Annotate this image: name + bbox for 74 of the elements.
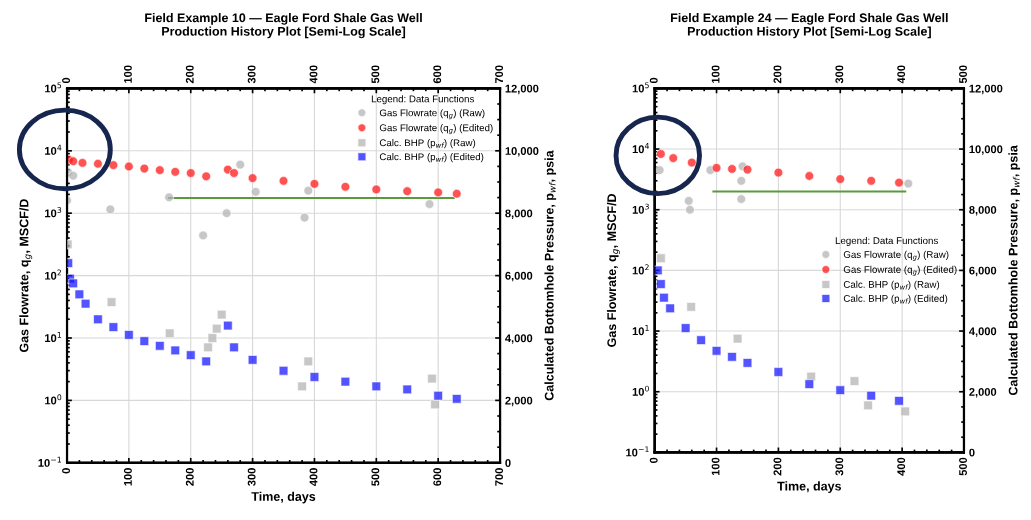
y2-tick-label: 10,000 <box>969 145 1003 155</box>
y-tick-label: 10$^{5}$ <box>45 82 62 93</box>
legend-label: Gas Flowrate (q$_{g}$) (Edited) <box>379 124 493 135</box>
y2-tick-label: 10,000 <box>505 147 539 157</box>
y-axis-title: Gas Flowrate, q$_{g}$, MSCF/D <box>606 193 620 347</box>
x2-tick-label: 0 <box>649 457 658 463</box>
chart-title: Field Example 10 — Eagle Ford Shale Gas Well Production History Plot [Semi-Log Scale] <box>145 13 422 39</box>
y-tick-label: 10$^{−1}$ <box>38 456 62 467</box>
x-tick-label: 0 <box>62 77 70 84</box>
legend-label: Calc. BHP (p$_{wf}$) (Raw) <box>379 139 476 149</box>
x2-tick-label: 200 <box>185 468 194 486</box>
y-tick-label: 10$^{4}$ <box>45 144 62 155</box>
legend-label: Gas Flowrate (q$_{g}$) (Raw) <box>843 250 949 261</box>
x-tick-label: 700 <box>495 65 504 84</box>
x2-tick-label: 300 <box>835 457 844 476</box>
y-tick-label: 10$^{5}$ <box>632 82 649 93</box>
legend-label: Calc. BHP (p$_{wf}$) (Edited) <box>843 294 948 304</box>
x-axis-title: Time, days <box>251 491 316 504</box>
legend-label: Gas Flowrate (q$_{g}$) (Raw) <box>379 109 485 120</box>
x-tick-label: 400 <box>309 65 318 84</box>
y2-tick-label: 2,000 <box>969 388 997 398</box>
x-tick-label: 100 <box>711 65 720 83</box>
y2-tick-label: 12,000 <box>969 84 1003 95</box>
x2-tick-label: 400 <box>897 457 906 476</box>
y2-axis-title: Calculated Bottomhole Pressure, p$_{wf}$, psia <box>1008 145 1021 396</box>
y2-tick-label: 4,000 <box>505 334 533 344</box>
x-tick-label: 0 <box>649 77 658 84</box>
legend-label: Calc. BHP (p$_{wf}$) (Raw) <box>843 280 940 290</box>
x2-tick-label: 700 <box>495 468 504 486</box>
x-tick-label: 400 <box>897 65 906 84</box>
x2-tick-label: 200 <box>773 457 782 476</box>
y2-tick-label: 4,000 <box>969 327 997 337</box>
y-tick-label: 10$^{−1}$ <box>626 446 649 457</box>
x-tick-label: 200 <box>773 65 782 84</box>
x2-tick-label: 500 <box>959 457 967 476</box>
y2-tick-label: 6,000 <box>969 266 997 277</box>
x-tick-label: 300 <box>247 65 256 84</box>
y-tick-label: 10$^{1}$ <box>45 332 62 343</box>
y-tick-label: 10$^{3}$ <box>632 203 649 214</box>
x2-tick-label: 0 <box>62 468 70 474</box>
x-tick-label: 600 <box>433 65 442 84</box>
y2-tick-label: 6,000 <box>505 271 533 282</box>
legend-title: Legend: Data Functions <box>371 95 474 105</box>
legend-title: Legend: Data Functions <box>835 236 938 246</box>
chart-title: Field Example 24 — Eagle Ford Shale Gas Well Production History Plot [Semi-Log Scale] <box>671 13 948 39</box>
y2-tick-label: 2,000 <box>505 396 533 407</box>
y-tick-label: 10$^{2}$ <box>632 264 649 275</box>
x-tick-label: 500 <box>959 65 967 84</box>
x-tick-label: 300 <box>835 65 844 84</box>
x2-tick-label: 400 <box>309 468 318 487</box>
x-tick-label: 200 <box>185 65 194 84</box>
x-axis-title: Time, days <box>777 481 842 494</box>
y2-tick-label: 0 <box>505 459 511 467</box>
y2-tick-label: 8,000 <box>505 209 533 219</box>
y2-tick-label: 12,000 <box>505 84 539 95</box>
y2-tick-label: 0 <box>969 448 975 457</box>
x-tick-label: 100 <box>123 65 132 83</box>
y-tick-label: 10$^{2}$ <box>45 269 62 280</box>
y-tick-label: 10$^{4}$ <box>632 143 650 154</box>
y-tick-label: 10$^{1}$ <box>632 325 649 336</box>
legend-label: Calc. BHP (p$_{wf}$) (Edited) <box>379 153 484 163</box>
y2-axis-title: Calculated Bottomhole Pressure, p$_{wf}$, psia <box>544 150 557 401</box>
x-tick-label: 500 <box>371 65 380 84</box>
y-tick-label: 10$^{0}$ <box>45 394 62 405</box>
x2-tick-label: 600 <box>433 468 442 486</box>
y-tick-label: 10$^{3}$ <box>45 207 62 218</box>
x2-tick-label: 300 <box>247 468 256 486</box>
y-axis-title: Gas Flowrate, q$_{g}$, MSCF/D <box>19 199 33 353</box>
y-tick-label: 10$^{0}$ <box>632 385 649 396</box>
x2-tick-label: 100 <box>123 468 132 486</box>
y2-tick-label: 8,000 <box>969 206 997 216</box>
x2-tick-label: 100 <box>711 457 720 476</box>
legend-label: Gas Flowrate (q$_{g}$) (Edited) <box>843 265 957 276</box>
x2-tick-label: 500 <box>371 468 380 486</box>
